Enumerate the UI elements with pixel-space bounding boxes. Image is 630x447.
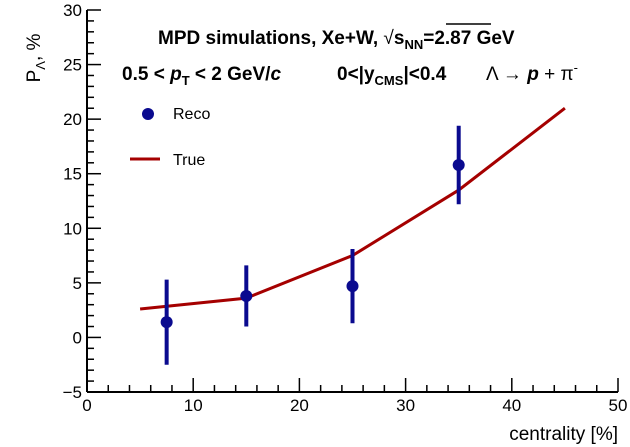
x-tick-label: 20 xyxy=(290,396,309,415)
reco-data-point xyxy=(452,158,465,171)
x-tick-label: 40 xyxy=(502,396,521,415)
legend-reco-marker xyxy=(142,108,154,120)
legend-true-label: True xyxy=(173,152,205,169)
annotation-decay: Λ → p + π- xyxy=(486,60,578,85)
annotation-line-1-suffix: =2.87 GeV xyxy=(423,28,515,49)
x-tick-label: 50 xyxy=(609,396,628,415)
annotation-pt-range: 0.5 < pT < 2 GeV/c xyxy=(122,64,281,88)
reco-data-point xyxy=(346,280,359,293)
x-axis-title: centrality [%] xyxy=(509,424,618,445)
legend: Reco True xyxy=(130,106,210,169)
y-axis-title-suffix: , % xyxy=(24,33,45,61)
x-tick-label: 10 xyxy=(184,396,203,415)
legend-reco-label: Reco xyxy=(173,106,210,123)
axis-ticks xyxy=(86,9,619,393)
annotation-rapidity: 0<|yCMS|<0.4 xyxy=(337,64,447,88)
y-tick-label: 15 xyxy=(63,165,82,184)
sqrt-sign: √ xyxy=(383,28,394,49)
y-tick-label: 25 xyxy=(63,56,82,75)
y-axis-title-sub: Λ xyxy=(33,61,48,70)
y-tick-label: 10 xyxy=(63,219,82,238)
x-tick-label: 30 xyxy=(396,396,415,415)
svg-text:PΛ, %: PΛ, % xyxy=(24,33,48,82)
y-tick-label: 20 xyxy=(63,110,82,129)
annotation-line-1: MPD simulations, Xe+W, √sNN=2.87 GeV xyxy=(158,28,515,52)
y-tick-label: 0 xyxy=(73,328,82,347)
y-axis-title: PΛ, % xyxy=(24,33,48,82)
y-tick-label: −5 xyxy=(63,383,82,402)
sqrt-s-sub: NN xyxy=(404,37,423,52)
reco-data-point xyxy=(160,316,173,329)
y-tick-label: 30 xyxy=(63,1,82,20)
y-axis-title-main: P xyxy=(24,70,45,83)
reco-data-point xyxy=(240,289,253,302)
plot-area xyxy=(139,107,566,365)
sqrt-s: s xyxy=(394,28,405,49)
x-tick-label: 0 xyxy=(82,396,91,415)
annotation-line-1-prefix: MPD simulations, Xe+W, xyxy=(158,28,383,49)
y-tick-label: 5 xyxy=(73,274,82,293)
